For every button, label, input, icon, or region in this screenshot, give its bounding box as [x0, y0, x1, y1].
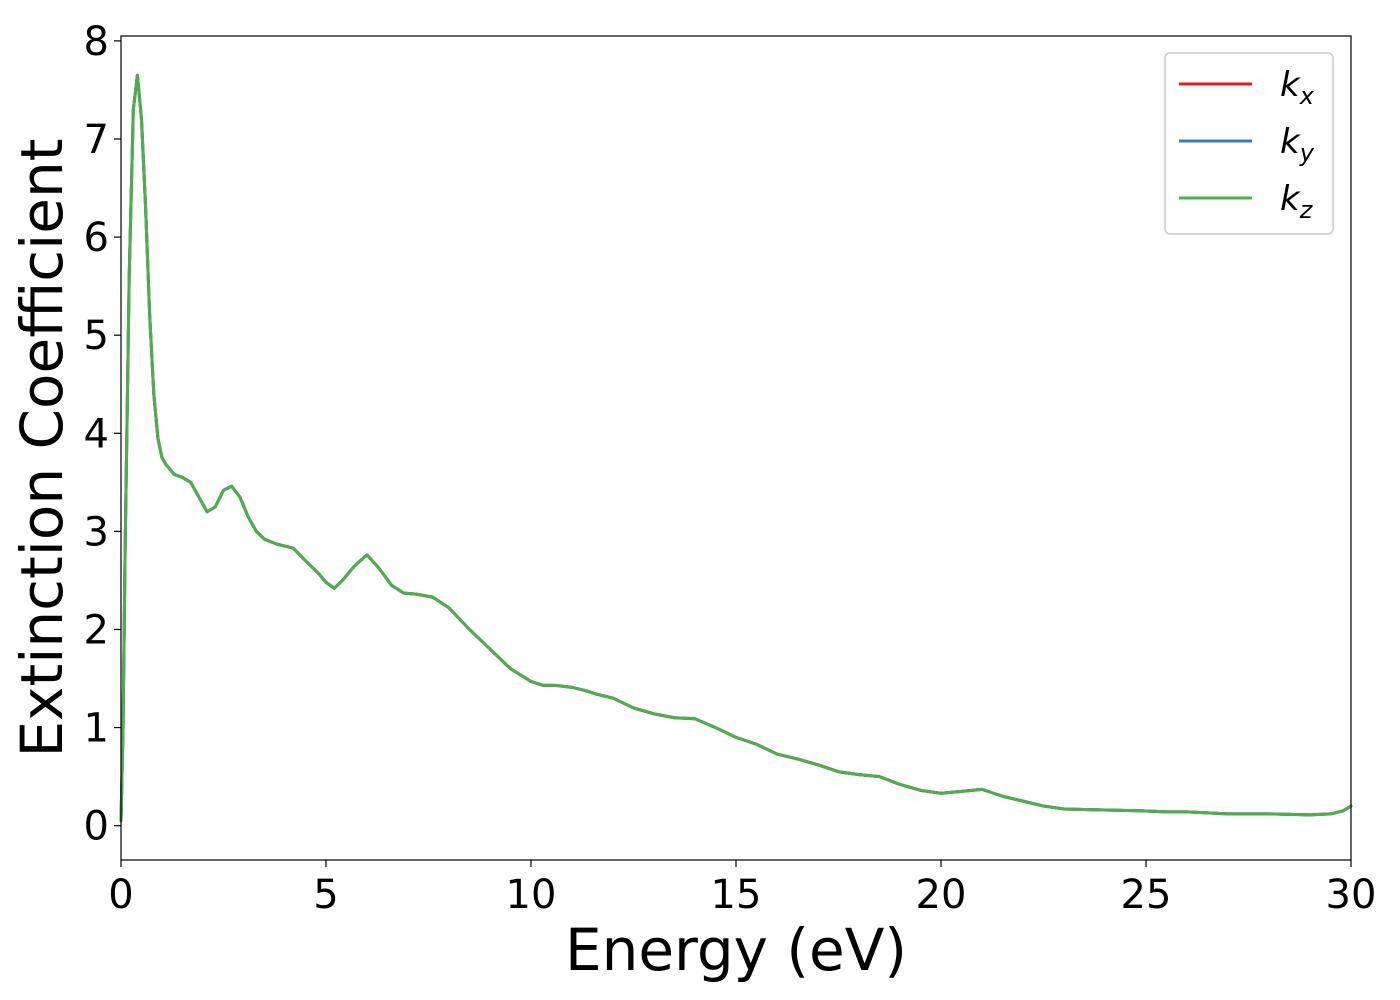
- x-tick-label: 25: [1121, 872, 1172, 918]
- y-axis-label: Extinction Coefficient: [8, 139, 76, 758]
- y-tick-label: 4: [84, 411, 109, 457]
- y-axis: 0 1 2 3 4 5 6 7 8: [84, 19, 121, 850]
- x-tick-label: 5: [313, 872, 338, 918]
- y-tick-label: 1: [84, 706, 109, 752]
- y-tick-label: 6: [84, 215, 109, 261]
- y-tick-label: 7: [84, 117, 109, 163]
- x-tick-label: 30: [1326, 872, 1377, 918]
- y-tick-label: 3: [84, 509, 109, 555]
- y-tick-label: 2: [84, 607, 109, 653]
- x-tick-label: 10: [506, 872, 557, 918]
- plot-lines: [119, 73, 1353, 823]
- legend-box: [1164, 52, 1334, 235]
- y-tick-label: 8: [84, 19, 109, 65]
- x-axis: 0 5 10 15 20 25 30: [108, 860, 1376, 918]
- x-tick-label: 0: [108, 872, 133, 918]
- x-tick-label: 15: [711, 872, 762, 918]
- y-tick-label: 0: [84, 804, 109, 850]
- x-tick-label: 20: [916, 872, 967, 918]
- y-tick-label: 5: [84, 313, 109, 359]
- series-line-z: [119, 73, 1353, 823]
- x-axis-label: Energy (eV): [565, 916, 907, 984]
